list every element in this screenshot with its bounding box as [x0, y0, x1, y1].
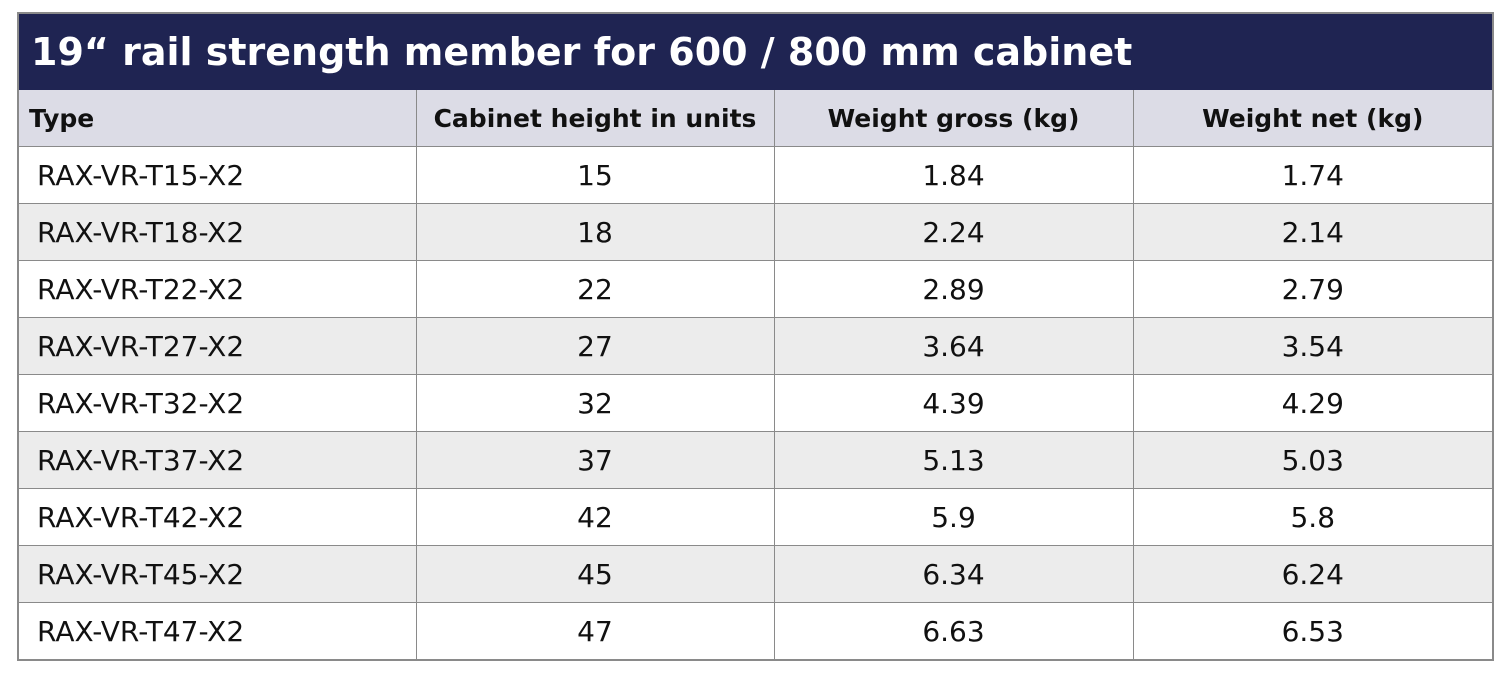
header-cell: Cabinet height in units: [415, 90, 775, 147]
spec-table-panel: 19“ rail strength member for 600 / 800 m…: [17, 12, 1494, 661]
table-cell: RAX-VR-T27-X2: [19, 317, 417, 375]
table-cell: 3.54: [1132, 317, 1492, 375]
table-cell: 15: [415, 146, 775, 204]
table-cell: RAX-VR-T47-X2: [19, 602, 417, 659]
table-cell: 22: [415, 260, 775, 318]
table-cell: 4.39: [773, 374, 1134, 432]
table-cell: RAX-VR-T22-X2: [19, 260, 417, 318]
table-cell: 1.84: [773, 146, 1134, 204]
table-cell: RAX-VR-T32-X2: [19, 374, 417, 432]
table-row: RAX-VR-T27-X2 27 3.64 3.54: [19, 317, 1492, 375]
table-row: RAX-VR-T32-X2 32 4.39 4.29: [19, 374, 1492, 432]
table-cell: 18: [415, 203, 775, 261]
table-row: RAX-VR-T22-X2 22 2.89 2.79: [19, 260, 1492, 318]
table-row: RAX-VR-T37-X2 37 5.13 5.03: [19, 431, 1492, 489]
table-cell: 2.79: [1132, 260, 1492, 318]
table-row: RAX-VR-T45-X2 45 6.34 6.24: [19, 545, 1492, 603]
table-row: RAX-VR-T18-X2 18 2.24 2.14: [19, 203, 1492, 261]
table-cell: 4.29: [1132, 374, 1492, 432]
header-cell: Weight net (kg): [1132, 90, 1492, 147]
table-cell: 3.64: [773, 317, 1134, 375]
table-cell: 5.9: [773, 488, 1134, 546]
header-cell: Weight gross (kg): [773, 90, 1134, 147]
table-cell: 6.63: [773, 602, 1134, 659]
table-cell: 5.13: [773, 431, 1134, 489]
table-cell: RAX-VR-T18-X2: [19, 203, 417, 261]
table-row: RAX-VR-T15-X2 15 1.84 1.74: [19, 146, 1492, 204]
table-cell: RAX-VR-T42-X2: [19, 488, 417, 546]
table-cell: 42: [415, 488, 775, 546]
table-cell: 45: [415, 545, 775, 603]
table-cell: 1.74: [1132, 146, 1492, 204]
table-cell: 2.24: [773, 203, 1134, 261]
table-cell: 37: [415, 431, 775, 489]
spec-table: Type Cabinet height in units Weight gross …: [19, 90, 1492, 659]
header-cell: Type: [19, 90, 417, 147]
table-cell: RAX-VR-T37-X2: [19, 431, 417, 489]
table-cell: 2.14: [1132, 203, 1492, 261]
table-cell: 5.03: [1132, 431, 1492, 489]
header-row: Type Cabinet height in units Weight gross …: [19, 90, 1492, 147]
table-cell: RAX-VR-T15-X2: [19, 146, 417, 204]
table-cell: 47: [415, 602, 775, 659]
table-cell: 6.24: [1132, 545, 1492, 603]
table-row: RAX-VR-T47-X2 47 6.63 6.53: [19, 602, 1492, 659]
table-cell: 2.89: [773, 260, 1134, 318]
table-title: 19“ rail strength member for 600 / 800 m…: [19, 14, 1492, 90]
table-cell: 27: [415, 317, 775, 375]
table-row: RAX-VR-T42-X2 42 5.9 5.8: [19, 488, 1492, 546]
table-cell: 6.34: [773, 545, 1134, 603]
table-body: RAX-VR-T15-X2 15 1.84 1.74 RAX-VR-T18-X2 18 2.…: [19, 146, 1492, 659]
table-cell: 5.8: [1132, 488, 1492, 546]
table-cell: 6.53: [1132, 602, 1492, 659]
table-cell: RAX-VR-T45-X2: [19, 545, 417, 603]
table-cell: 32: [415, 374, 775, 432]
